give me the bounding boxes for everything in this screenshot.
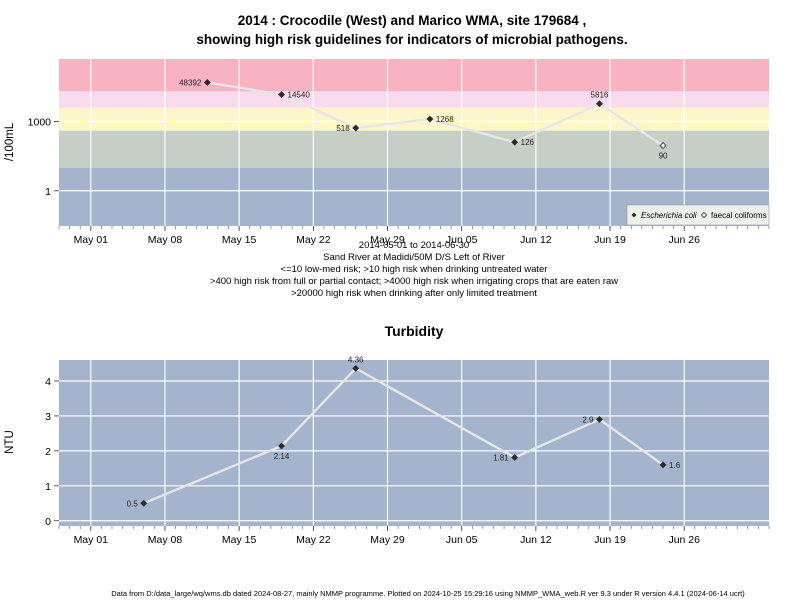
turbidity-data-label-1: 2.14 — [274, 452, 290, 461]
turbidity-minor-ticks — [58, 526, 770, 529]
turbidity-x-tick-label-3: May 22 — [296, 534, 331, 546]
microbial-x-axis: May 01 May 08 May 15 May 22 May 29 Jun 05 Jun … — [74, 226, 700, 246]
turbidity-point-5 — [659, 461, 667, 469]
microbial-x-tick-label-0: May 01 — [74, 234, 109, 246]
turbidity-x-tick-label-1: May 08 — [148, 534, 183, 546]
turbidity-data-label-4: 2.9 — [582, 415, 594, 424]
note-site-location: Sand River at Madidi/50M D/S Left of Riv… — [323, 252, 505, 263]
microbial-y-tick-label-1: 1000 — [28, 116, 52, 128]
microbial-y-axis-label: /100mL — [4, 122, 16, 161]
guideline-notes: 2014-05-01 to 2014-06-30 Sand River at M… — [210, 240, 618, 299]
microbial-band-2 — [59, 107, 769, 131]
turbidity-point-1 — [278, 442, 285, 450]
turbidity-x-tick-label-5: Jun 05 — [446, 534, 478, 546]
microbial-point-5 — [596, 100, 603, 108]
turbidity-data-label-5: 1.6 — [669, 461, 681, 470]
turbidity-x-tick-label-8: Jun 26 — [668, 534, 700, 546]
note-contact-irrigation-risk: >400 high risk from full or partial cont… — [210, 276, 618, 287]
microbial-x-tick-label-6: Jun 12 — [520, 234, 552, 246]
legend-marker-escherichia-coli — [631, 212, 637, 218]
microbial-x-tick-label-4: May 29 — [370, 234, 405, 246]
microbial-band-3 — [59, 91, 769, 108]
turbidity-title: Turbidity — [385, 323, 444, 339]
microbial-x-tick-label-7: Jun 19 — [594, 234, 626, 246]
note-date-range: 2014-05-01 to 2014-06-30 — [359, 240, 469, 251]
turbidity-series-line — [143, 367, 664, 505]
turbidity-y-tick-label-2: 2 — [45, 446, 51, 458]
note-low-risk: <=10 low-med risk; >10 high risk when dr… — [281, 264, 548, 275]
turbidity-background — [59, 360, 769, 526]
microbial-data-label-0: 48392 — [179, 78, 202, 87]
legend-marker-faecal-coliforms — [700, 211, 708, 219]
legend: Escherichia coli faecal coliforms — [626, 204, 770, 226]
legend-box — [626, 204, 770, 226]
microbial-point-0 — [203, 79, 211, 86]
microbial-x-tick-label-5: Jun 05 — [446, 234, 478, 246]
microbial-x-tick-label-1: May 08 — [148, 234, 183, 246]
turbidity-point-4 — [596, 415, 603, 423]
microbial-minor-ticks — [58, 226, 770, 229]
note-limited-treatment-risk: >20000 high risk when drinking after onl… — [291, 288, 537, 299]
microbial-point-1 — [278, 91, 285, 98]
turbidity-y-axis-label: NTU — [4, 430, 16, 454]
turbidity-point-3 — [511, 454, 519, 461]
turbidity-y-tick-label-3: 3 — [45, 411, 51, 423]
chart-title-line-2: showing high risk guidelines for indicat… — [196, 32, 627, 47]
legend-entry-escherichia-coli: Escherichia coli — [641, 211, 697, 220]
microbial-point-6 — [659, 142, 667, 150]
turbidity-plot-background — [59, 360, 769, 526]
turbidity-data-label-0: 0.5 — [127, 499, 139, 508]
turbidity-x-tick-label-2: May 15 — [222, 534, 257, 546]
turbidity-y-tick-label-0: 0 — [45, 516, 51, 528]
turbidity-x-axis: May 01 May 08 May 15 May 22 May 29 Jun 05 Jun … — [74, 526, 700, 546]
microbial-band-4 — [59, 59, 769, 92]
turbidity-data-label-3: 1.81 — [493, 454, 509, 463]
microbial-y-axis: 1 1000 — [28, 116, 59, 198]
turbidity-grid — [59, 360, 769, 526]
microbial-point-4 — [511, 138, 519, 146]
microbial-data-label-4: 126 — [521, 138, 535, 147]
turbidity-x-tick-label-6: Jun 12 — [520, 534, 552, 546]
turbidity-data-label-2: 4.36 — [348, 355, 364, 364]
turbidity-x-tick-label-0: May 01 — [74, 534, 109, 546]
microbial-y-tick-label-0: 1 — [45, 186, 51, 198]
microbial-x-tick-label-8: Jun 26 — [668, 234, 700, 246]
microbial-data-label-5: 5816 — [591, 91, 609, 100]
turbidity-y-axis: 0 1 2 3 4 — [45, 376, 59, 528]
microbial-data-label-2: 518 — [336, 124, 350, 133]
turbidity-x-tick-label-4: May 29 — [370, 534, 405, 546]
turbidity-point-0 — [140, 499, 148, 507]
microbial-data-label-1: 14540 — [288, 91, 311, 100]
turbidity-x-tick-label-7: Jun 19 — [594, 534, 626, 546]
microbial-x-tick-label-2: May 15 — [222, 234, 257, 246]
footer-source-note: Data from D:/data_large/wq/wms.db dated … — [111, 589, 745, 598]
microbial-point-2 — [352, 124, 360, 132]
turbidity-series: 0.5 2.14 4.36 1.81 2.9 1.6 — [127, 355, 681, 508]
turbidity-y-tick-label-1: 1 — [45, 481, 51, 493]
microbial-data-label-3: 1268 — [436, 115, 454, 124]
microbial-x-tick-label-3: May 22 — [296, 234, 331, 246]
microbial-point-3 — [426, 115, 434, 123]
legend-entry-faecal-coliforms: faecal coliforms — [711, 211, 767, 220]
chart-title-line-1: 2014 : Crocodile (West) and Marico WMA, … — [238, 13, 587, 28]
microbial-series: 48392 14540 518 1268 126 5816 90 — [179, 78, 668, 160]
microbial-data-label-6: 90 — [659, 152, 668, 161]
turbidity-point-2 — [352, 364, 360, 372]
turbidity-y-tick-label-4: 4 — [45, 376, 51, 388]
